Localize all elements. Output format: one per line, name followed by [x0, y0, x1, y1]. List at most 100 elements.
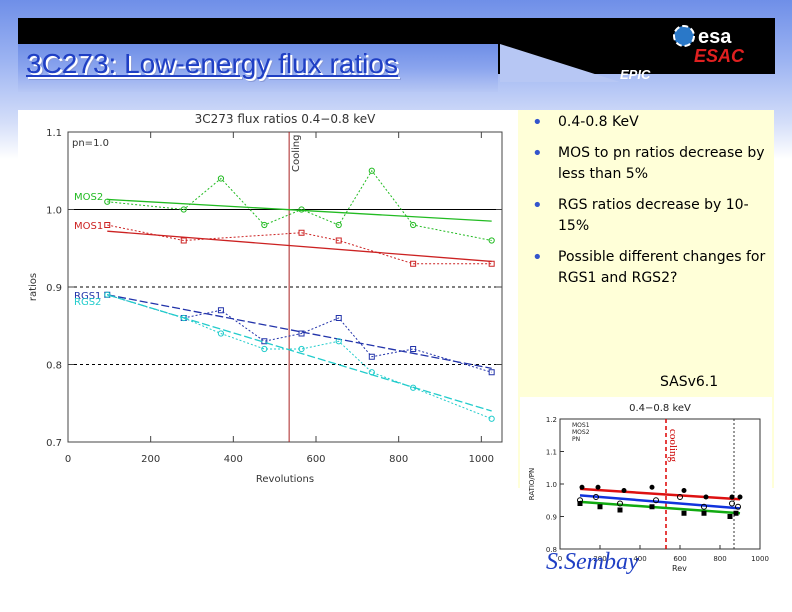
- fit-line-mos1: [107, 230, 492, 263]
- data-point-rgs2: [104, 291, 111, 298]
- main-chart: 3C273 flux ratios 0.4−0.8 keV 0.7 0.8 0.9 1.…: [28, 112, 503, 485]
- bullet-item: 0.4-0.8 KeV: [528, 112, 768, 133]
- bullet-list: 0.4-0.8 KeV MOS to pn ratios decrease by…: [528, 112, 768, 299]
- small-x-tick-label: 1000: [751, 555, 769, 563]
- small-chart-title: 0.4−0.8 keV: [629, 403, 691, 414]
- series-line-mos2: [107, 169, 492, 241]
- instrument-label: EPIC: [620, 67, 651, 82]
- small-y-tick-label: 1.2: [546, 416, 557, 424]
- data-point-mos1: [335, 237, 342, 244]
- small-data-point-pn: [649, 504, 655, 510]
- data-point-rgs2: [261, 345, 268, 353]
- y-axis-label: ratios: [28, 273, 39, 301]
- small-data-point-mos2: [703, 494, 709, 500]
- data-point-rgs1: [368, 353, 375, 360]
- y-tick-label: 0.7: [46, 438, 62, 449]
- title-band: [18, 44, 498, 92]
- slide-title: 3C273: Low-energy flux ratios: [26, 48, 398, 79]
- small-data-point-pn: [681, 510, 687, 516]
- series-line-mos1: [107, 224, 492, 265]
- small-chart-panel: 0.4−0.8 keV 0 200 400 600 800 1000 0.8 0.9 1.0 1.1…: [520, 397, 772, 577]
- chart-title: 3C273 flux ratios 0.4−0.8 keV: [195, 112, 376, 126]
- data-point-mos2: [180, 206, 187, 213]
- series-label-mos1: MOS1: [74, 221, 103, 232]
- small-data-point-mos2: [595, 484, 601, 490]
- small-data-point-pn: [617, 507, 623, 513]
- data-point-mos1: [488, 260, 495, 267]
- software-version: SASv6.1: [660, 374, 719, 390]
- small-data-point-mos2: [649, 484, 655, 490]
- small-data-point-mos2: [579, 484, 585, 490]
- cooling-label: Cooling: [291, 135, 302, 172]
- small-cooling-label: cooling: [667, 429, 679, 462]
- esac-logo-text: ESAC: [694, 46, 745, 66]
- y-tick-label: 1.1: [46, 128, 62, 139]
- data-point-rgs2: [217, 330, 225, 337]
- author-credit: S.Sembay: [546, 549, 639, 575]
- small-data-point-mos1: [701, 503, 707, 510]
- small-data-point-mos1: [617, 500, 623, 507]
- small-data-point-mos2: [681, 488, 687, 493]
- data-point-rgs1: [410, 346, 417, 352]
- data-point-mos2: [368, 167, 375, 174]
- x-tick-label: 200: [141, 454, 160, 465]
- x-tick-label: 400: [224, 454, 243, 465]
- small-chart: 0.4−0.8 keV 0 200 400 600 800 1000 0.8 0.9 1.0 1.1…: [528, 403, 769, 573]
- fit-line-rgs2: [107, 294, 492, 412]
- data-point-mos2: [335, 221, 342, 229]
- small-data-point-pn: [733, 510, 739, 516]
- esa-logo-text: esa: [698, 26, 732, 48]
- small-data-point-pn: [597, 504, 603, 510]
- small-x-tick-label: 800: [713, 555, 726, 563]
- y-tick-label: 0.9: [46, 283, 62, 294]
- x-tick-label: 1000: [469, 454, 494, 465]
- esa-logo: esa ESAC: [673, 25, 745, 66]
- small-fit-line-red: [579, 487, 741, 501]
- small-data-point-pn: [701, 510, 707, 516]
- data-point-mos2: [261, 221, 268, 229]
- small-data-point-mos2: [621, 488, 627, 493]
- data-point-rgs1: [217, 307, 224, 314]
- data-point-rgs2: [410, 384, 417, 391]
- small-data-point-mos1: [593, 494, 599, 500]
- data-point-mos2: [298, 206, 305, 213]
- small-data-point-mos1: [653, 497, 659, 504]
- small-x-tick-label: 200: [593, 555, 606, 563]
- small-y-tick-label: 1.0: [546, 481, 557, 489]
- data-point-rgs1: [298, 330, 305, 337]
- data-point-mos1: [104, 222, 111, 228]
- small-data-point-pn: [577, 501, 583, 506]
- small-y-tick-label: 0.9: [546, 514, 557, 522]
- series-line-rgs2: [107, 294, 492, 420]
- small-data-point-mos2: [737, 494, 743, 500]
- small-y-tick-label: 0.8: [546, 546, 557, 554]
- x-axis-label: Revolutions: [256, 474, 314, 485]
- fit-line-rgs1: [107, 294, 492, 370]
- data-point-rgs1: [335, 315, 342, 321]
- data-point-mos2: [488, 237, 495, 244]
- title-band-wedge: [500, 44, 620, 82]
- bullet-item: MOS to pn ratios decrease by less than 5…: [528, 143, 768, 185]
- small-fit-line-blue: [579, 494, 741, 510]
- series-label-rgs1: RGS1: [74, 291, 101, 302]
- small-x-tick-label: 400: [633, 555, 646, 563]
- data-point-rgs1: [488, 369, 495, 376]
- small-data-point-mos2: [729, 494, 735, 500]
- small-x-tick-label: 600: [673, 555, 686, 563]
- data-point-rgs2: [298, 345, 305, 353]
- data-point-mos1: [410, 260, 417, 267]
- reference-label: pn=1.0: [72, 138, 109, 149]
- data-point-mos2: [410, 221, 417, 229]
- series-label-rgs2: RGS2: [74, 297, 101, 308]
- series-label-mos2: MOS2: [74, 192, 103, 203]
- series-line-rgs1: [107, 294, 492, 373]
- small-x-tick-label: 0: [558, 555, 562, 563]
- small-fit-line-green: [579, 500, 741, 515]
- small-legend-entry: MOS2: [572, 429, 590, 436]
- small-legend-entry: MOS1: [572, 422, 590, 429]
- data-point-mos2: [217, 175, 225, 182]
- data-point-mos1: [298, 229, 305, 236]
- small-legend-entry: PN: [572, 436, 580, 443]
- small-data-point-mos1: [677, 494, 683, 500]
